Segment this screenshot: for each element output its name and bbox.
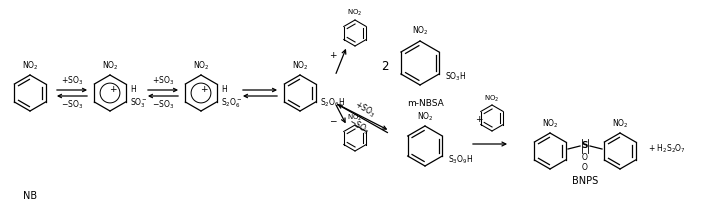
Text: O: O: [582, 153, 588, 161]
Text: m-NBSA: m-NBSA: [407, 99, 443, 107]
Text: NO$_2$: NO$_2$: [612, 118, 628, 130]
Text: +: +: [109, 84, 117, 93]
Text: BNPS: BNPS: [572, 176, 598, 186]
Text: +SO$_3$: +SO$_3$: [61, 75, 83, 87]
Text: NO$_2$: NO$_2$: [484, 94, 500, 104]
Text: +: +: [329, 51, 337, 61]
Text: +SO$_3$: +SO$_3$: [352, 98, 378, 120]
Text: S$_2$O$_6$H: S$_2$O$_6$H: [320, 97, 345, 109]
Text: +: +: [200, 84, 208, 93]
Text: NO$_2$: NO$_2$: [542, 118, 559, 130]
Text: NO$_2$: NO$_2$: [193, 60, 209, 72]
Text: $−$SO$_3$: $−$SO$_3$: [152, 99, 174, 111]
Text: NO$_2$: NO$_2$: [347, 113, 363, 123]
Text: NO$_2$: NO$_2$: [347, 8, 363, 18]
Text: + H$_2$S$_2$O$_7$: + H$_2$S$_2$O$_7$: [648, 143, 686, 155]
Text: S: S: [582, 142, 588, 150]
Text: H: H: [221, 85, 227, 95]
Text: H: H: [130, 85, 135, 95]
Text: +SO$_3$: +SO$_3$: [152, 75, 174, 87]
Text: $−$SO$_3$: $−$SO$_3$: [346, 115, 372, 137]
Text: $−$: $−$: [329, 115, 337, 124]
Text: NO$_2$: NO$_2$: [101, 60, 118, 72]
Text: $−$SO$_3$: $−$SO$_3$: [61, 99, 83, 111]
Text: S$_3$O$_9$H: S$_3$O$_9$H: [448, 154, 474, 166]
Text: S$_2$O$_6^-$: S$_2$O$_6^-$: [221, 96, 242, 110]
Text: NB: NB: [23, 191, 37, 201]
Text: NO$_2$: NO$_2$: [22, 60, 38, 72]
Text: O: O: [582, 164, 588, 173]
Text: NO$_2$: NO$_2$: [291, 60, 308, 72]
Text: NO$_2$: NO$_2$: [417, 111, 433, 123]
Text: +: +: [475, 115, 483, 124]
Text: 2: 2: [381, 60, 389, 73]
Text: SO$_3^-$: SO$_3^-$: [130, 96, 148, 110]
Text: SO$_3$H: SO$_3$H: [445, 71, 467, 83]
Text: NO$_2$: NO$_2$: [412, 25, 428, 37]
